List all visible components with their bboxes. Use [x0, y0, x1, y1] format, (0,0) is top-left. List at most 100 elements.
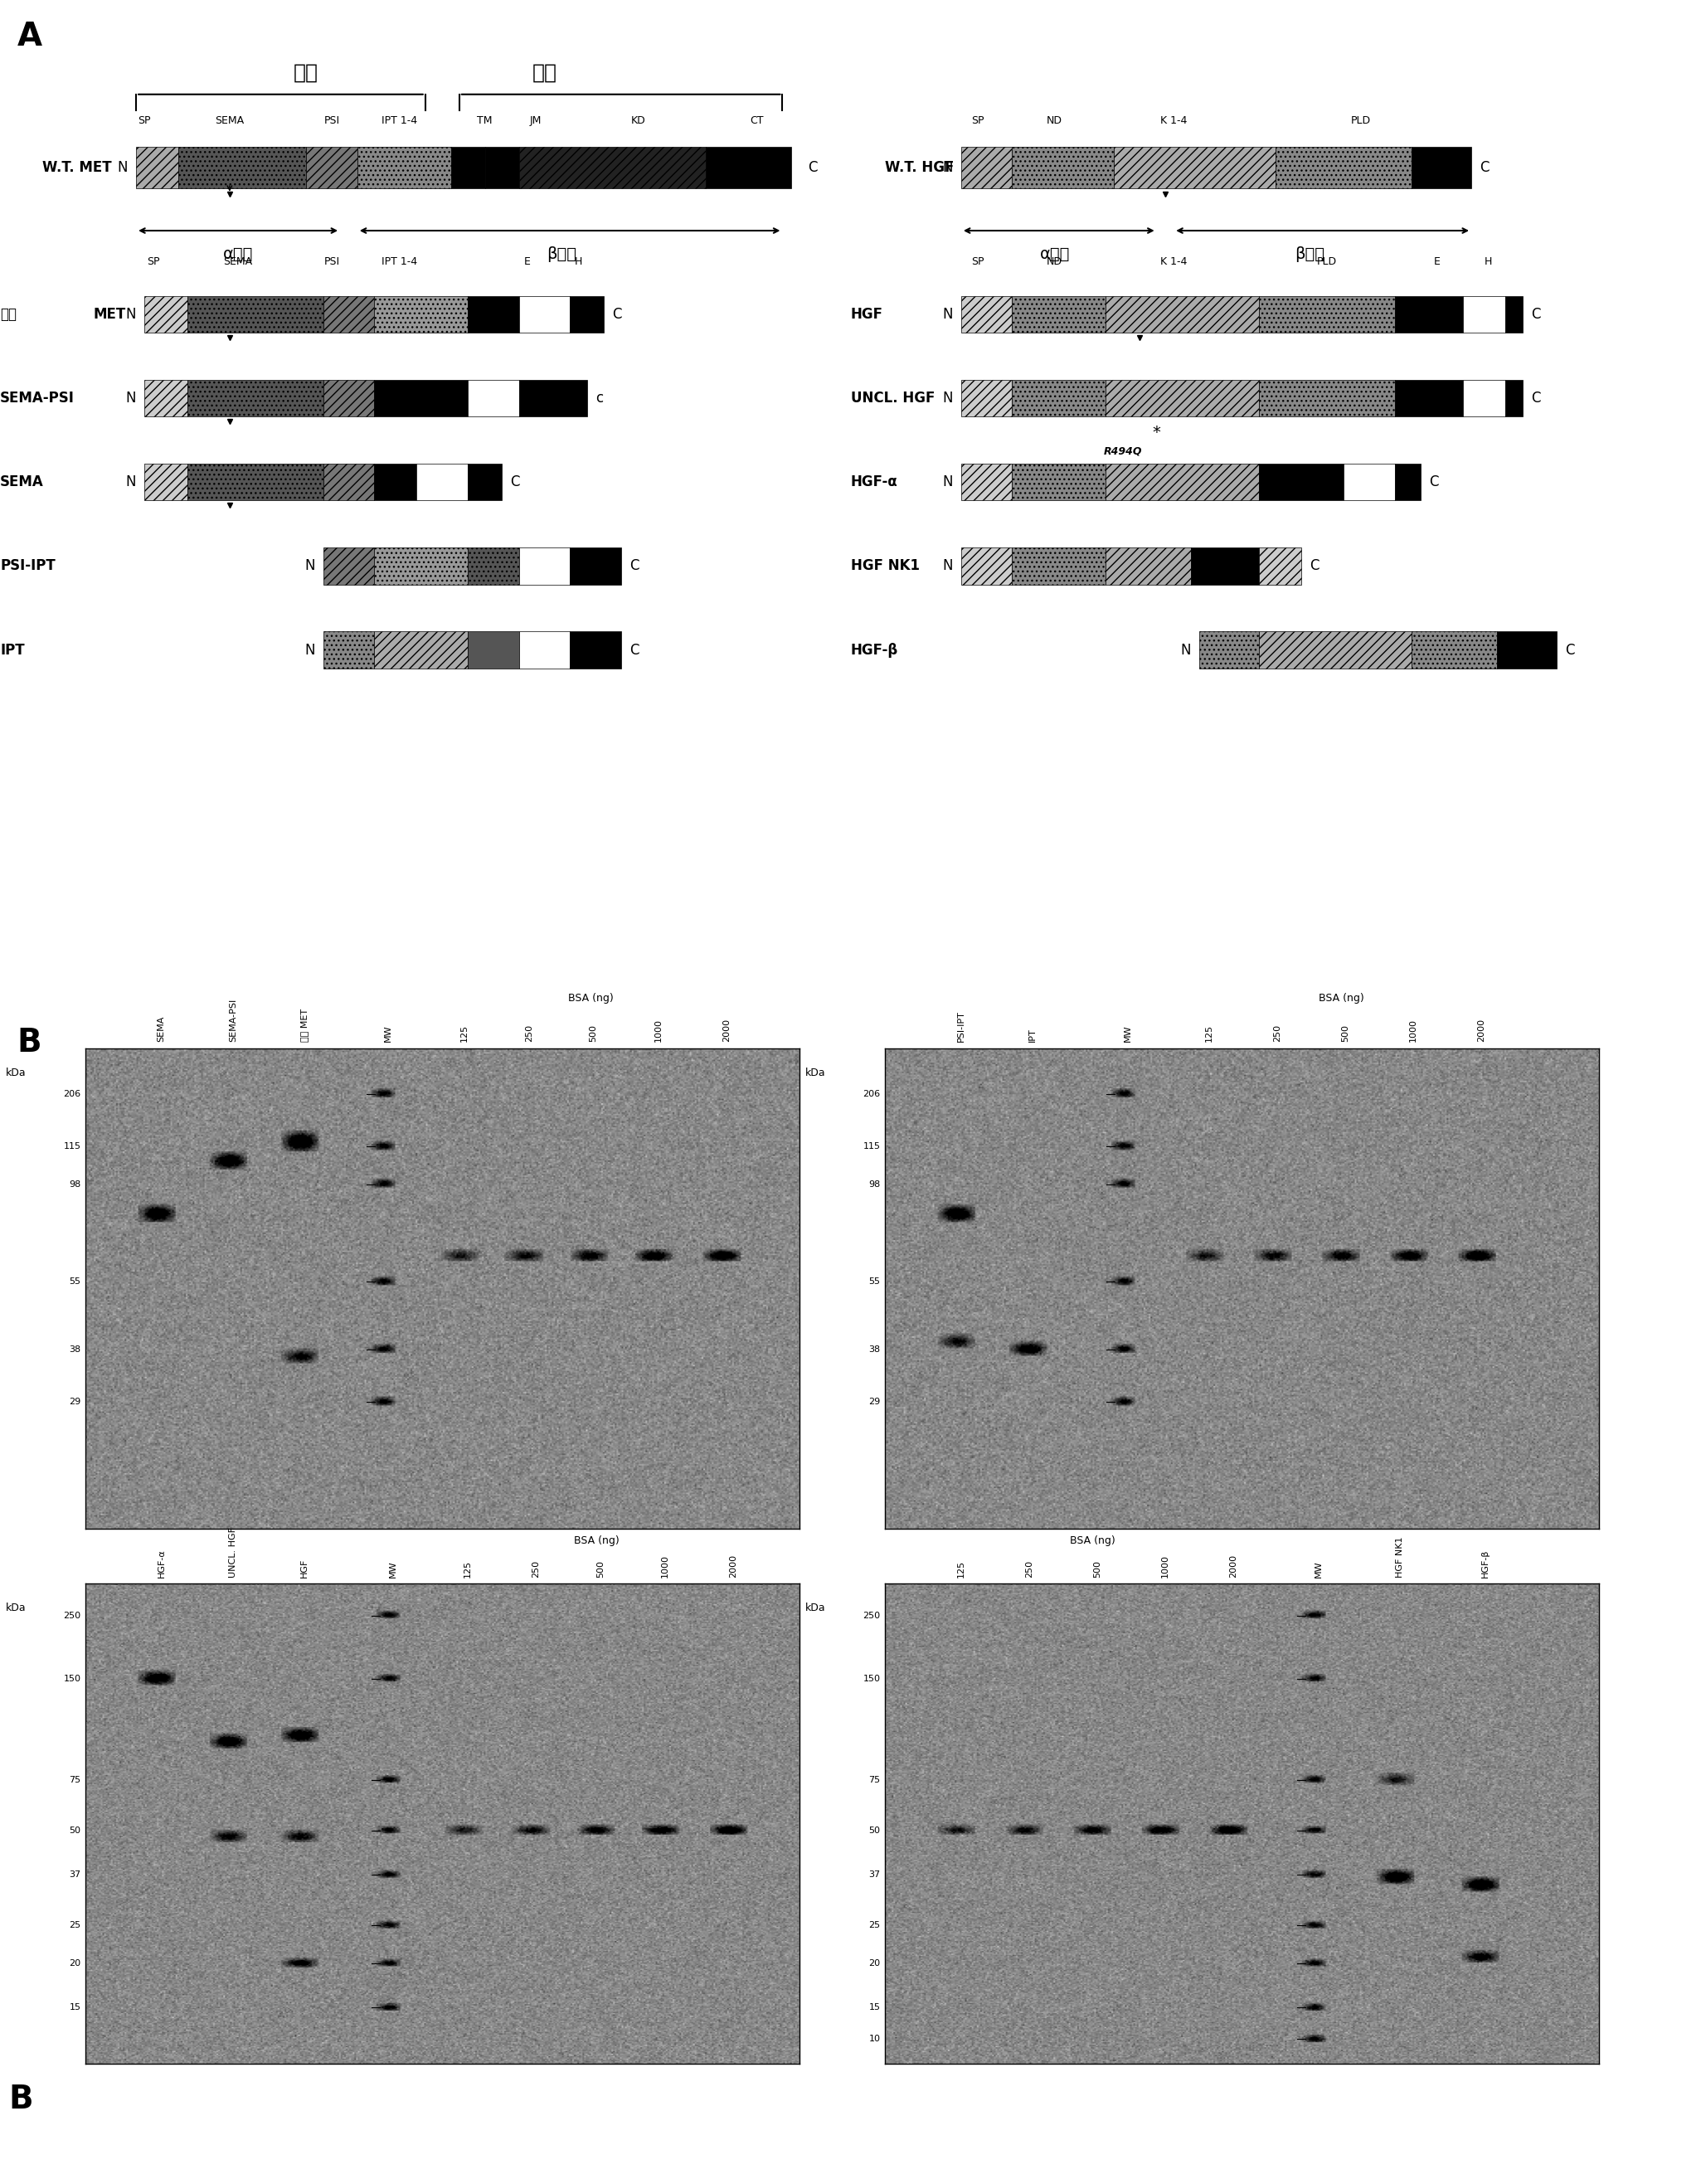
Text: 98: 98 — [70, 1179, 82, 1188]
Text: 1000: 1000 — [1408, 1018, 1417, 1042]
Bar — [374, 631, 468, 668]
Bar — [1259, 380, 1395, 417]
Bar — [468, 631, 519, 668]
Text: N: N — [126, 391, 136, 406]
Bar — [1259, 297, 1395, 332]
Bar — [961, 548, 1012, 585]
Text: 1000: 1000 — [653, 1018, 662, 1042]
Bar — [374, 297, 468, 332]
Text: 37: 37 — [869, 1872, 881, 1878]
Text: K 1-4: K 1-4 — [1160, 256, 1187, 266]
Text: BSA (ng): BSA (ng) — [573, 1535, 619, 1546]
Text: 206: 206 — [63, 1090, 82, 1099]
Text: C: C — [612, 308, 623, 321]
Text: C: C — [808, 159, 818, 175]
Bar — [519, 146, 706, 188]
Text: HGF-α: HGF-α — [156, 1548, 165, 1577]
Text: E: E — [524, 256, 531, 266]
Bar — [1259, 463, 1344, 500]
Text: kDa: kDa — [805, 1603, 827, 1614]
Text: 20: 20 — [869, 1959, 881, 1968]
Bar — [145, 380, 187, 417]
Bar — [468, 380, 519, 417]
Bar — [1012, 380, 1106, 417]
Text: UNCL. HGF: UNCL. HGF — [228, 1527, 236, 1577]
Text: PLD: PLD — [1317, 256, 1337, 266]
Text: SEMA: SEMA — [223, 256, 253, 266]
Bar — [1395, 380, 1463, 417]
Text: 125: 125 — [459, 1024, 468, 1042]
Text: R494Q: R494Q — [1104, 446, 1141, 456]
Text: CT: CT — [750, 116, 764, 127]
Bar — [519, 380, 587, 417]
Bar — [519, 297, 570, 332]
Text: C: C — [1429, 474, 1439, 489]
Text: HGF-β: HGF-β — [1480, 1548, 1488, 1577]
Text: HGF-β: HGF-β — [850, 642, 898, 657]
Bar — [1505, 380, 1522, 417]
Text: BSA (ng): BSA (ng) — [1318, 994, 1364, 1005]
Text: 2000: 2000 — [1476, 1018, 1485, 1042]
Text: 250: 250 — [1272, 1024, 1281, 1042]
Text: 125: 125 — [463, 1559, 471, 1577]
Text: 29: 29 — [869, 1398, 881, 1406]
Text: MW: MW — [388, 1562, 396, 1577]
Text: SP: SP — [971, 116, 985, 127]
Text: B: B — [9, 2084, 32, 2114]
Text: SP: SP — [971, 256, 985, 266]
Text: HGF-α: HGF-α — [850, 474, 898, 489]
Bar — [1012, 548, 1106, 585]
Text: HGF NK1: HGF NK1 — [1395, 1538, 1403, 1577]
Text: N: N — [1180, 642, 1191, 657]
Text: PLD: PLD — [1351, 116, 1371, 127]
Text: A: A — [17, 22, 43, 52]
Bar — [323, 463, 374, 500]
Text: 2000: 2000 — [728, 1555, 737, 1577]
Text: 125: 125 — [956, 1559, 964, 1577]
Bar — [374, 463, 417, 500]
Bar — [519, 631, 570, 668]
Text: N: N — [942, 159, 953, 175]
Text: MW: MW — [383, 1024, 391, 1042]
Text: ND: ND — [1046, 256, 1063, 266]
Text: 500: 500 — [1092, 1559, 1101, 1577]
Text: MET: MET — [94, 308, 126, 321]
Bar — [1012, 146, 1114, 188]
Bar — [417, 463, 468, 500]
Bar — [1412, 631, 1497, 668]
Text: 250: 250 — [531, 1559, 539, 1577]
Text: 500: 500 — [595, 1559, 604, 1577]
Text: 29: 29 — [70, 1398, 82, 1406]
Text: kDa: kDa — [805, 1068, 827, 1079]
Bar — [1412, 146, 1471, 188]
Bar — [1463, 380, 1505, 417]
Text: SEMA-PSI: SEMA-PSI — [0, 391, 75, 406]
Bar — [1106, 297, 1259, 332]
Bar — [1276, 146, 1412, 188]
Text: W.T. MET: W.T. MET — [43, 159, 112, 175]
Text: N: N — [304, 559, 315, 574]
Text: β－钉: β－钉 — [546, 247, 577, 262]
Text: IPT: IPT — [1027, 1029, 1036, 1042]
Text: N: N — [304, 642, 315, 657]
Bar — [1114, 146, 1276, 188]
Text: C: C — [1531, 391, 1541, 406]
Bar — [570, 631, 621, 668]
Text: MW: MW — [1313, 1562, 1322, 1577]
Bar — [961, 463, 1012, 500]
Text: HGF: HGF — [850, 308, 883, 321]
Bar — [706, 146, 791, 188]
Text: 37: 37 — [70, 1872, 82, 1878]
Bar — [1395, 463, 1420, 500]
Text: C: C — [1565, 642, 1575, 657]
Text: 38: 38 — [869, 1345, 881, 1354]
Text: SEMA: SEMA — [0, 474, 44, 489]
Bar — [1106, 548, 1191, 585]
Text: C: C — [1310, 559, 1320, 574]
Text: 250: 250 — [1024, 1559, 1033, 1577]
Text: C: C — [629, 559, 640, 574]
Text: kDa: kDa — [5, 1603, 27, 1614]
Text: 55: 55 — [70, 1278, 82, 1286]
Text: N: N — [942, 559, 953, 574]
Text: H: H — [1485, 256, 1492, 266]
